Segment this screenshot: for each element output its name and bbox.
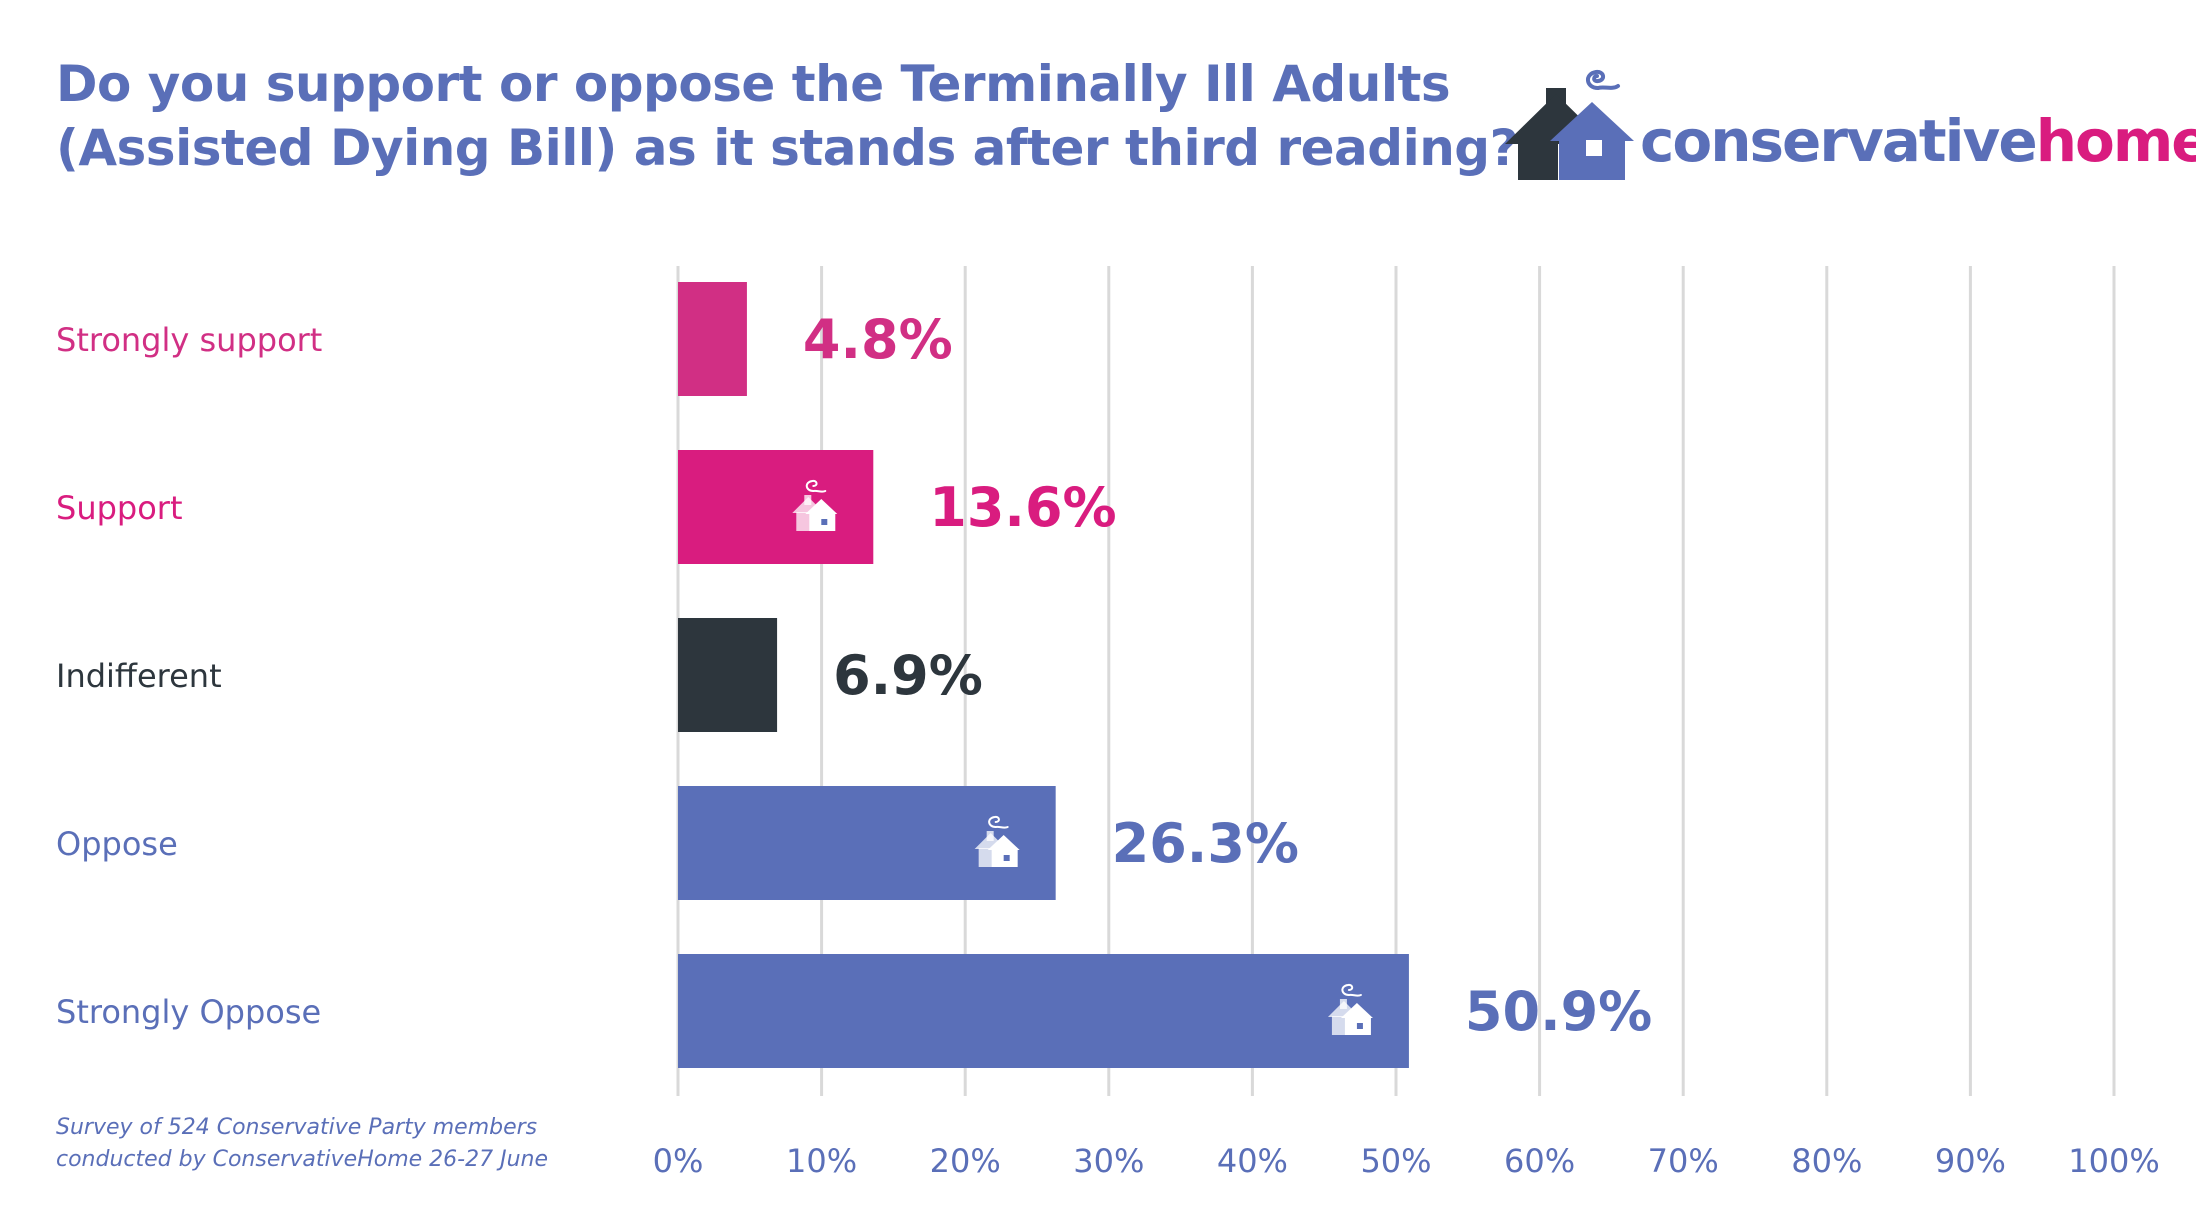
conservativehome-logo: conservativehome bbox=[1500, 30, 2196, 190]
survey-footnote: Survey of 524 Conservative Party members… bbox=[56, 1112, 548, 1176]
chart-title-line-1: Do you support or oppose the Terminally … bbox=[56, 55, 1451, 113]
bar-strongly-support bbox=[678, 282, 747, 396]
house-chimney-smoke-icon bbox=[1505, 69, 1634, 180]
value-label-support: 13.6% bbox=[929, 476, 1116, 539]
category-label-strongly-support: Strongly support bbox=[56, 321, 322, 359]
x-tick-label: 30% bbox=[1073, 1142, 1144, 1180]
footnote-line-1: Survey of 524 Conservative Party members bbox=[56, 1115, 538, 1140]
logo-wordmark-home: home bbox=[2035, 107, 2196, 175]
category-label-support: Support bbox=[56, 489, 183, 527]
x-tick-label: 80% bbox=[1791, 1142, 1862, 1180]
x-tick-label: 70% bbox=[1648, 1142, 1719, 1180]
bar-strongly-oppose bbox=[678, 954, 1409, 1068]
logo-wordmark: conservativehome bbox=[1640, 112, 2196, 170]
x-tick-label: 100% bbox=[2068, 1142, 2159, 1180]
x-tick-label: 60% bbox=[1504, 1142, 1575, 1180]
x-tick-label: 40% bbox=[1217, 1142, 1288, 1180]
value-label-strongly-support: 4.8% bbox=[803, 308, 953, 371]
x-tick-label: 90% bbox=[1935, 1142, 2006, 1180]
value-label-oppose: 26.3% bbox=[1112, 812, 1299, 875]
logo-wordmark-conservative: conservative bbox=[1640, 107, 2038, 175]
category-label-oppose: Oppose bbox=[56, 825, 178, 863]
bar-support bbox=[678, 450, 874, 564]
value-label-strongly-oppose: 50.9% bbox=[1465, 980, 1652, 1043]
value-label-indifferent: 6.9% bbox=[833, 644, 983, 707]
bar-indifferent bbox=[678, 618, 778, 732]
chart-title: Do you support or oppose the Terminally … bbox=[56, 52, 1519, 180]
x-tick-label: 20% bbox=[930, 1142, 1001, 1180]
x-tick-label: 0% bbox=[653, 1142, 704, 1180]
x-tick-label: 10% bbox=[786, 1142, 857, 1180]
category-label-indifferent: Indifferent bbox=[56, 657, 222, 695]
category-label-strongly-oppose: Strongly Oppose bbox=[56, 993, 321, 1031]
x-tick-label: 50% bbox=[1360, 1142, 1431, 1180]
house-icon bbox=[792, 479, 838, 531]
footnote-line-2: conducted by ConservativeHome 26-27 June bbox=[56, 1147, 548, 1172]
house-icon bbox=[1327, 983, 1373, 1035]
chart-title-line-2: (Assisted Dying Bill) as it stands after… bbox=[56, 119, 1519, 177]
house-icon bbox=[974, 815, 1020, 867]
